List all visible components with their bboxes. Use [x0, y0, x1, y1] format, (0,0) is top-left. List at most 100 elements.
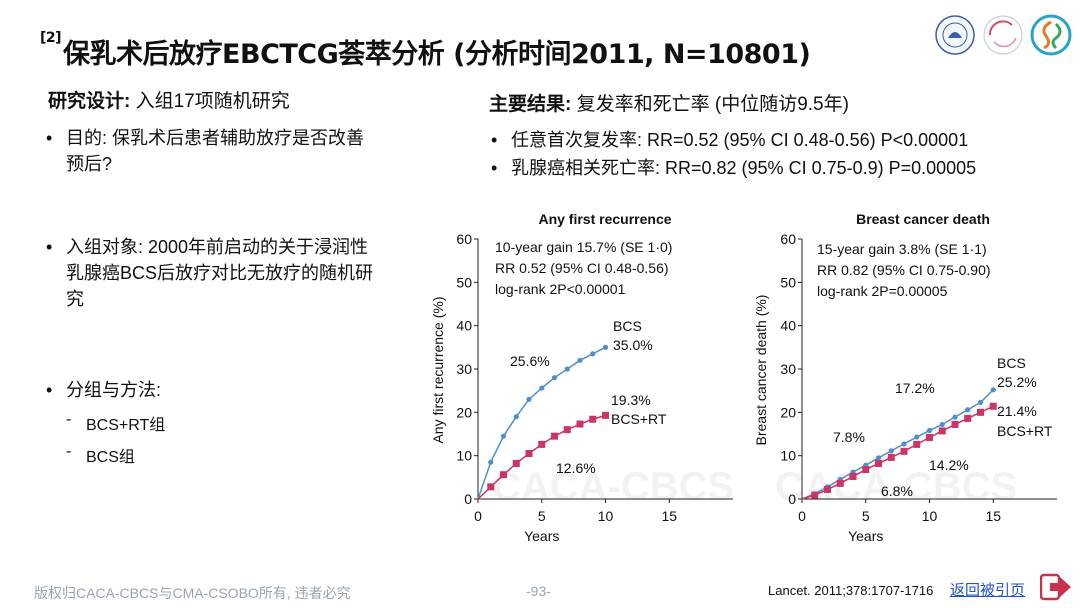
y-tick-label: 0 [464, 491, 472, 507]
data-point [939, 421, 945, 428]
chart-title: Breast cancer death [856, 211, 990, 227]
data-point [888, 448, 894, 454]
reference-number: [2] [40, 30, 62, 46]
y-tick-label: 50 [780, 274, 796, 290]
data-point [500, 433, 507, 439]
main-results-label: 主要结果: [489, 94, 572, 115]
data-label: BCS+RT [611, 411, 667, 427]
data-point [989, 402, 997, 410]
data-label: 25.6% [510, 353, 550, 369]
data-point [965, 407, 971, 413]
data-point [512, 459, 520, 467]
x-tick-label: 15 [661, 508, 677, 524]
bullet-groups: • 分组与方法: [46, 377, 161, 403]
data-point [900, 447, 908, 455]
bullet-line: 乳腺癌相关死亡率: RR=0.82 (95% CI 0.75-0.9) P=0.… [511, 158, 977, 178]
data-point [938, 427, 946, 435]
x-tick-label: 10 [922, 508, 938, 524]
data-label: 25.2% [997, 374, 1037, 390]
data-point [875, 459, 882, 467]
data-point [951, 420, 959, 428]
slide-title: [2]保乳术后放疗EBCTCG荟萃分析 (分析时间2011, N=10801) [40, 30, 811, 71]
data-point [964, 414, 972, 422]
y-tick-label: 60 [780, 231, 796, 247]
data-point [539, 385, 545, 391]
dash-marker: - [66, 443, 72, 460]
sub-item-bcs: - BCS组 [66, 443, 135, 467]
data-point [551, 432, 558, 440]
association-seal-logo [935, 15, 975, 55]
data-point [824, 485, 831, 493]
x-tick-label: 5 [538, 508, 546, 524]
x-tick-label: 0 [798, 508, 806, 524]
series-line-bcs-rt [801, 405, 994, 500]
x-tick-label: 0 [474, 508, 482, 524]
return-arrow-icon[interactable] [1040, 572, 1072, 602]
data-label: 35.0% [613, 337, 653, 353]
recurrence-chart: Any first recurrence 0 10 20 30 40 50 60 0 5 10 15 Y… [430, 211, 733, 544]
data-label: BCS [997, 355, 1026, 371]
x-tick-label: 15 [985, 508, 1001, 524]
death-chart: Breast cancer death 0 10 20 30 40 50 60 0 5 10 15 Ye… [753, 211, 1057, 544]
data-point [564, 366, 570, 372]
data-point [913, 440, 921, 448]
y-tick-label: 40 [780, 318, 796, 334]
watermark-left: CACA-CBCS [492, 465, 734, 509]
back-to-reference-link[interactable]: 返回被引页 [950, 582, 1026, 599]
study-design-heading: 研究设计: 入组17项随机研究 [48, 86, 290, 113]
stat-line: log-rank 2P=0.00005 [817, 283, 948, 299]
bullet-line: 乳腺癌BCS后放疗对比无放疗的随机研 [66, 263, 374, 283]
y-axis-label: Any first recurrence (%) [430, 296, 446, 443]
x-tick-label: 10 [598, 508, 614, 524]
chart-title: Any first recurrence [538, 211, 671, 227]
series-line-bcs [801, 389, 994, 500]
y-tick-label: 20 [780, 404, 796, 420]
data-point [589, 415, 597, 423]
sub-item-label: BCS组 [86, 449, 135, 466]
y-tick-label: 30 [456, 361, 472, 377]
data-point [602, 344, 609, 350]
data-point [862, 466, 870, 474]
dash-marker: - [66, 411, 72, 428]
y-axis-label: Breast cancer death (%) [753, 295, 769, 446]
data-point [837, 476, 843, 483]
data-point [926, 427, 933, 434]
sub-item-label: BCS+RT组 [86, 417, 166, 434]
bcs-logo [983, 15, 1023, 55]
series-line-bcs-rt [477, 414, 606, 500]
y-tick-label: 20 [456, 404, 472, 420]
bullet-dot: • [491, 158, 498, 178]
bullet-line: 入组对象: 2000年前启动的关于浸润性 [66, 237, 369, 257]
data-point [850, 469, 856, 475]
citation: Lancet. 2011;378:1707-1716 [768, 583, 934, 598]
logo-group [934, 14, 1072, 56]
stat-line: RR 0.82 (95% CI 0.75-0.90) [817, 262, 991, 278]
data-point [926, 433, 933, 441]
watermark-right: CACA-CBCS [775, 465, 1017, 509]
data-point [990, 387, 996, 393]
data-point [577, 357, 583, 363]
x-tick-label: 5 [862, 508, 870, 524]
data-point [824, 484, 831, 490]
data-point [875, 455, 882, 461]
bullet-dot: • [46, 237, 53, 257]
main-results-heading: 主要结果: 复发率和死亡率 (中位随访9.5年) [489, 89, 849, 116]
data-label: 6.8% [881, 483, 913, 499]
copyright-notice: 版权归CACA-CBCS与CMA-CSOBO所有, 违者必究 [34, 585, 351, 601]
series-line-bcs [477, 346, 606, 500]
bullet-dot: • [46, 128, 53, 148]
data-point [811, 491, 819, 499]
bullet-dot: • [491, 130, 498, 150]
study-design-text: 入组17项随机研究 [130, 91, 290, 112]
stat-line: log-rank 2P<0.00001 [495, 281, 626, 297]
data-point [977, 408, 984, 416]
y-tick-label: 0 [788, 491, 796, 507]
data-point [576, 420, 584, 428]
bullet-line: 任意首次复发率: RR=0.52 (95% CI 0.48-0.56) P<0.… [511, 130, 969, 150]
data-point [901, 441, 907, 447]
y-tick-label: 10 [780, 448, 796, 464]
data-point [602, 411, 609, 419]
data-point [590, 351, 596, 357]
bullet-objective: • 目的: 保乳术后患者辅助放疗是否改善 预后? [46, 125, 364, 177]
stat-line: RR 0.52 (95% CI 0.48-0.56) [495, 260, 669, 276]
